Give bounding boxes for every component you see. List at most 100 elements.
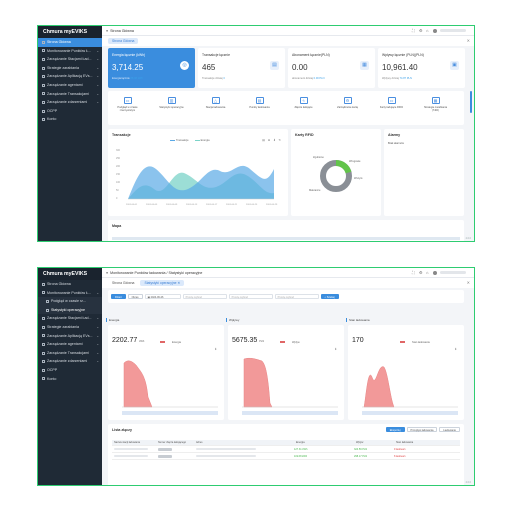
flow-button[interactable]: Przepływ ładowania	[406, 427, 438, 432]
date-picker[interactable]: ▣ 2024-06-26	[144, 294, 181, 299]
table-row[interactable]: 119.68 kWh 298.17 PLN 8 ładowań	[112, 453, 460, 460]
quick-link[interactable]: △ Stacja ładowania	[202, 97, 229, 109]
table-cell	[156, 447, 194, 451]
energy-cell: 119.68 kWh	[294, 454, 308, 458]
connector-select[interactable]: Proszę wybrać	[274, 294, 319, 299]
sidebar-item-label: Zarządzanie zdarzeniami	[47, 100, 88, 105]
sidebar-item[interactable]: Podgląd w czasie rz...	[38, 297, 102, 306]
sidebar-item-label: Konto	[47, 376, 57, 381]
expand-icon[interactable]: ⛶	[412, 269, 415, 275]
sidebar-item[interactable]: Konto	[38, 115, 102, 124]
menu-item-icon	[42, 109, 45, 113]
sidebar-item[interactable]: Zarządzanie agentami ⌄	[38, 81, 102, 90]
panel-value-unit: kWh	[139, 340, 145, 343]
menu-item-icon	[42, 75, 45, 79]
quick-link-label: Karty ładujące RFID	[379, 106, 404, 109]
sidebar-item[interactable]: Monitorowanie Punktów Ł... ⌄	[38, 47, 102, 56]
search-button[interactable]: ⌕ Szukaj	[320, 294, 339, 299]
chart-toolbox[interactable]: ▤ ⊕ ⬇ ↻	[262, 138, 282, 142]
sidebar-item[interactable]: Zarządzanie Stacjami Ład... ⌄	[38, 55, 102, 64]
filter-day-button[interactable]: Dzień	[111, 294, 126, 299]
table-header-cell: Numer złącza ładującego	[158, 441, 187, 444]
station-select[interactable]: Proszę wybrać	[182, 294, 227, 299]
chevron-down-icon: ⌄	[96, 91, 99, 96]
chevron-down-icon: ⌄	[96, 48, 99, 53]
sidebar-item[interactable]: Statystyki operacyjne	[38, 305, 102, 315]
sidebar-item[interactable]: Zarządzanie agentami ⌄	[38, 340, 102, 349]
sidebar-item[interactable]: Zarządzanie zdarzeniami ⌄	[38, 357, 102, 366]
sidebar-item[interactable]: Monitorowanie Punktów Ł... ⌄	[38, 289, 102, 298]
settings-icon[interactable]: ⚙	[419, 269, 423, 275]
table-cell	[194, 448, 294, 450]
download-icon[interactable]: ⬇	[454, 347, 458, 351]
table-row[interactable]: 127.31 kWh 324.59 PLN 9 ładowań	[112, 446, 460, 453]
settings-icon[interactable]: ⚙	[419, 27, 423, 33]
redacted-text	[158, 454, 172, 458]
sidebar-item[interactable]: Zarządzanie zdarzeniami ⌄	[38, 98, 102, 107]
language-icon[interactable]: ⌂	[426, 27, 429, 33]
sidebar-item[interactable]: OCPP	[38, 366, 102, 375]
tab-home[interactable]: Strona Główna	[108, 38, 139, 44]
sidebar-item[interactable]: Zarządzanie Transakcjami ⌄	[38, 349, 102, 358]
menu-item-icon	[42, 100, 45, 104]
expand-icon[interactable]: ⛶	[412, 27, 415, 33]
charging-button[interactable]: Ładowanie	[439, 427, 460, 432]
sidebar-item[interactable]: Zarządzanie Transakcjami ⌄	[38, 90, 102, 99]
language-icon[interactable]: ⌂	[426, 269, 429, 275]
quick-link[interactable]: ⚙ Zarządzanie kartą	[334, 97, 361, 109]
sidebar-item[interactable]: OCPP	[38, 107, 102, 116]
download-icon[interactable]: ⬇	[334, 347, 338, 351]
sidebar-item[interactable]: Konto	[38, 375, 102, 384]
stat-sub-label: abonament dzisiaj	[292, 77, 313, 80]
stat-card: Wpływy łącznie (PLN)(PLN) 10,961.40 Wpływy…	[378, 48, 465, 88]
map-area[interactable]	[112, 237, 460, 240]
menu-icon[interactable]: ≡	[106, 28, 109, 33]
export-button[interactable]: Eksportuj	[385, 427, 405, 432]
legend-label: Energia	[172, 341, 181, 344]
panel-value-number: 170	[352, 337, 364, 344]
panel-chart	[242, 357, 338, 415]
sidebar-item[interactable]: Zarządzanie Stacjami Ład... ⌄	[38, 314, 102, 323]
sidebar-item[interactable]: Zarządzanie Aplikacją EVs... ⌄	[38, 332, 102, 341]
quick-link[interactable]: ▭ Karty ładujące RFID	[378, 97, 405, 109]
quick-link[interactable]: ▤ Punkty ładowania	[246, 97, 273, 109]
energy-area	[363, 366, 395, 408]
close-tabs-icon[interactable]: ✕	[466, 38, 470, 43]
rfid-legend-2: Wszyst.	[354, 176, 363, 180]
sidebar-item[interactable]: Strategie zarabiania ⌄	[38, 323, 102, 332]
point-select[interactable]: Proszę wybrać	[228, 294, 273, 299]
menu-item-icon	[42, 317, 45, 321]
avatar[interactable]	[433, 28, 437, 33]
stat-sub-value: 3	[223, 77, 225, 80]
tab-home[interactable]: Strona Główna	[112, 281, 135, 285]
quick-link[interactable]: ▦ Strategie zarabiania (T&D)	[422, 97, 449, 112]
user-name[interactable]	[440, 271, 466, 274]
stat-sub: Wpływy dzisiaj 74.87 PLN	[382, 77, 412, 80]
download-icon[interactable]: ⬇	[214, 347, 218, 351]
sidebar-item-label: Zarządzanie agentami	[47, 82, 83, 87]
chevron-down-icon: ⌄	[96, 324, 99, 329]
filter-period-button[interactable]: Okres	[127, 294, 143, 299]
quick-link-icon: ▭	[387, 97, 396, 104]
tab-statistics[interactable]: Statystyki operacyjne ✕	[140, 280, 185, 286]
transactions-chart: 300 250 200 150 100 50 0 2024-06-01 2024-06-05 2…	[116, 149, 278, 206]
legend-swatch	[400, 341, 405, 343]
quick-link[interactable]: ϟ Złącza ładujące	[290, 97, 317, 109]
table-header-cell: Energia	[296, 441, 305, 444]
quick-link[interactable]: ▭ Podgląd w czasie rzeczywistym	[114, 97, 141, 112]
menu-item-icon	[42, 83, 45, 87]
redacted-text	[196, 455, 256, 457]
menu-icon[interactable]: ≡	[106, 270, 109, 275]
sidebar-item[interactable]: Strona Główna	[38, 280, 102, 289]
scrollbar[interactable]	[470, 91, 472, 113]
legend-energy: Energia	[200, 139, 210, 142]
stat-sub-value: 74.87 PLN	[399, 77, 412, 80]
close-tabs-icon[interactable]: ✕	[466, 280, 470, 285]
user-name[interactable]	[440, 29, 466, 32]
y-tick-label: 300	[116, 149, 121, 152]
avatar[interactable]	[433, 270, 437, 275]
sidebar-item[interactable]: Strona Główna	[38, 38, 102, 47]
sidebar-item[interactable]: Strategie zarabiania ⌄	[38, 64, 102, 73]
quick-link[interactable]: ▥ Statystyki operacyjne	[158, 97, 185, 109]
sidebar-item[interactable]: Zarządzanie Aplikacją EVs... ⌄	[38, 72, 102, 81]
